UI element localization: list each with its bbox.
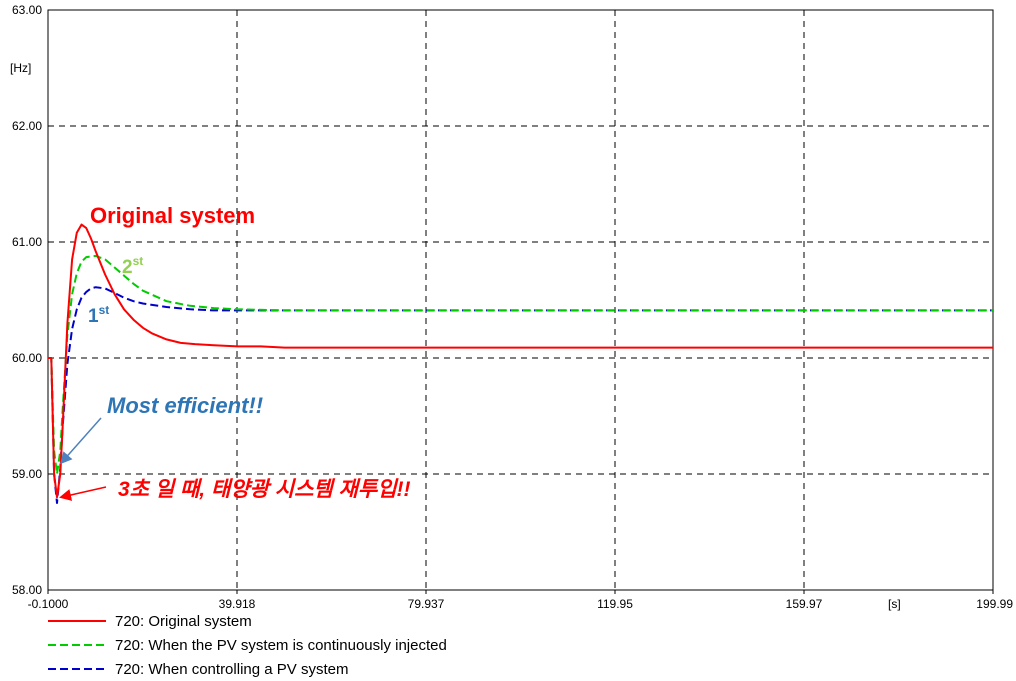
arrow-reinjection [59, 486, 107, 501]
series-group [48, 223, 993, 504]
legend: 720: Original system 720: When the PV sy… [48, 613, 447, 678]
grid [48, 10, 993, 590]
x-tick-label: 159.97 [786, 597, 823, 611]
annotation-most-efficient: Most efficient!! [107, 393, 263, 418]
y-tick-label: 62.00 [12, 119, 42, 133]
x-tick-label: 39.918 [219, 597, 256, 611]
x-tick-label: -0.1000 [28, 597, 69, 611]
legend-label-original: 720: Original system [115, 613, 252, 630]
x-tick-label: 79.937 [408, 597, 445, 611]
x-axis: -0.1000 39.918 79.937 119.95 159.97 199.99 [28, 590, 1013, 611]
legend-label-controlling: 720: When controlling a PV system [115, 661, 348, 678]
series-line-continuous [48, 254, 993, 475]
arrow-most-efficient [60, 417, 102, 465]
x-tick-label: 119.95 [597, 597, 633, 611]
y-tick-label: 63.00 [12, 3, 42, 17]
annotation-first: 1st [88, 303, 109, 327]
x-unit-label: [s] [888, 597, 901, 611]
annotation-original-system: Original system [90, 203, 255, 228]
y-unit-label: [Hz] [10, 61, 31, 75]
annotation-korean: 3초 일 때, 태양광 시스템 재투입!! [118, 478, 411, 501]
y-axis: 63.00 62.00 61.00 60.00 59.00 58.00 [12, 3, 42, 597]
y-tick-label: 59.00 [12, 467, 42, 481]
series-line-original [48, 223, 993, 499]
y-tick-label: 60.00 [12, 351, 42, 365]
y-tick-label: 58.00 [12, 583, 42, 597]
x-tick-label: 199.99 [976, 597, 1013, 611]
annotation-second: 2st [122, 254, 143, 278]
legend-label-continuous: 720: When the PV system is continuously … [115, 637, 447, 654]
plot-frame [47, 9, 994, 591]
y-tick-label: 61.00 [12, 235, 42, 249]
